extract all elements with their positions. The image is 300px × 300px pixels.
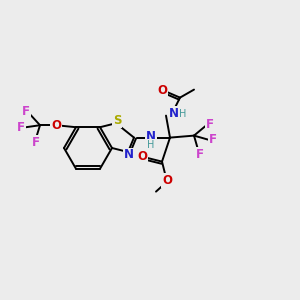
Text: N: N [124, 148, 134, 161]
Text: O: O [51, 119, 61, 132]
Text: O: O [162, 174, 172, 187]
Text: O: O [137, 150, 147, 163]
Text: H: H [147, 140, 155, 150]
Text: F: F [32, 136, 40, 149]
Text: N: N [146, 130, 156, 143]
Text: N: N [169, 107, 179, 120]
Text: F: F [209, 133, 217, 146]
Text: F: F [206, 118, 214, 131]
Text: S: S [113, 114, 121, 127]
Text: F: F [17, 121, 25, 134]
Text: F: F [196, 148, 204, 161]
Text: O: O [157, 84, 167, 97]
Text: H: H [179, 109, 187, 118]
Text: F: F [22, 105, 30, 118]
